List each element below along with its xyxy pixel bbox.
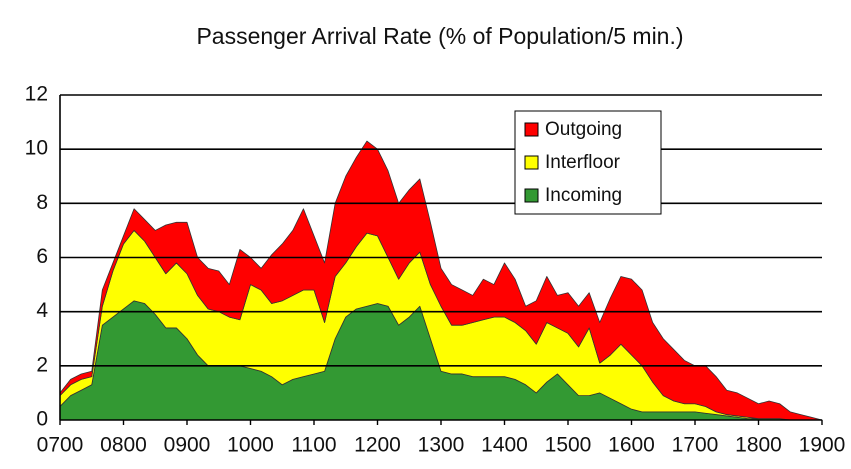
y-tick-label: 12 [25,83,48,106]
y-tick-label: 2 [36,353,48,376]
x-tick-label: 1100 [291,434,336,457]
legend-swatch [524,155,539,170]
x-tick-label: 1600 [608,434,655,457]
x-tick-label: 1400 [481,434,528,457]
legend-box [514,110,662,215]
x-tick-label: 1700 [672,434,719,457]
y-tick-label: 0 [36,408,48,431]
x-tick-label: 1300 [418,434,465,457]
x-tick-label: 1900 [799,434,846,457]
x-tick-label: 1500 [545,434,592,457]
x-tick-label: 0700 [37,434,84,457]
x-tick-label: 1000 [227,434,274,457]
y-tick-label: 4 [36,299,48,322]
legend: Outgoing Interfloor Incoming [514,110,662,215]
legend-swatch [524,188,539,203]
y-tick-label: 8 [36,191,48,214]
x-tick-label: 0900 [164,434,211,457]
legend-label: Outgoing [545,119,622,140]
areas [59,140,823,421]
x-tick-label: 1800 [735,434,782,457]
legend-label: Incoming [545,185,622,206]
x-tick-label: 1200 [354,434,401,457]
y-tick-label: 6 [36,245,48,268]
chart-title: Passenger Arrival Rate (% of Population/… [196,23,683,49]
legend-label: Interfloor [545,152,621,173]
y-tick-label: 10 [25,137,48,160]
x-tick-label: 0800 [100,434,147,457]
legend-swatch [524,122,539,137]
